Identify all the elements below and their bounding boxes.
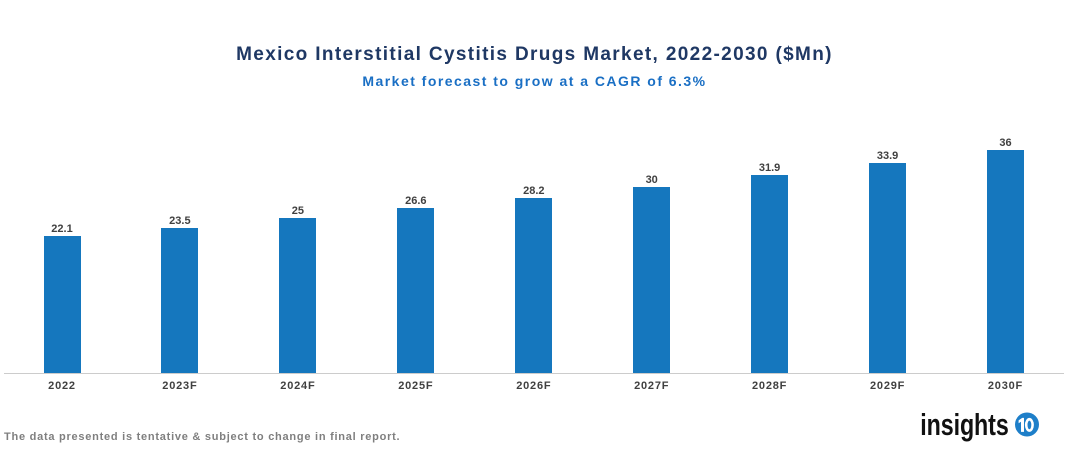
svg-text:insights: insights <box>920 408 1009 442</box>
